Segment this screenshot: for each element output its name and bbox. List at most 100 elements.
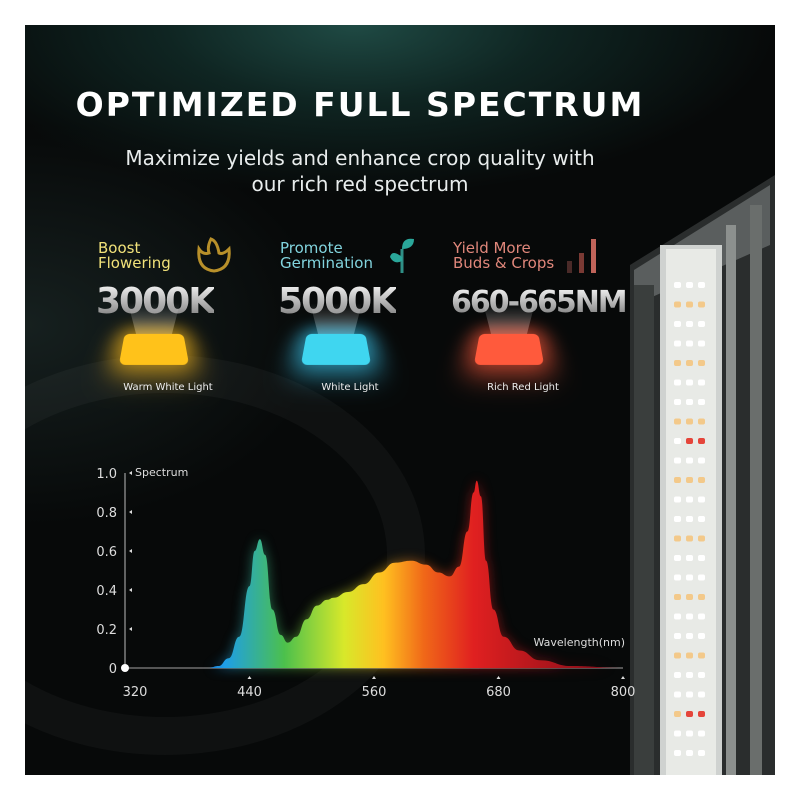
led-dot bbox=[674, 711, 681, 717]
led-dot bbox=[698, 360, 705, 366]
led-dot bbox=[686, 672, 693, 678]
led-dot bbox=[686, 457, 693, 464]
feature-label: Rich Red Light bbox=[487, 382, 559, 393]
y-tick-mark bbox=[129, 627, 132, 631]
led-dot bbox=[674, 399, 681, 405]
spectrum-area bbox=[125, 480, 623, 668]
page-title: OPTIMIZED FULL SPECTRUM bbox=[75, 85, 645, 124]
y-tick-mark bbox=[129, 471, 132, 475]
led-dot bbox=[686, 282, 693, 288]
x-axis-label: Wavelength(nm) bbox=[533, 636, 625, 649]
subtitle-line-1: Maximize yields and enhance crop quality… bbox=[125, 146, 595, 170]
feature-heading: Yield More Buds & Crops bbox=[453, 241, 633, 271]
led-dot bbox=[698, 321, 705, 327]
led-dot bbox=[674, 438, 681, 444]
led-dot bbox=[686, 340, 693, 347]
x-tick-mark bbox=[372, 676, 376, 679]
led-dot bbox=[686, 418, 693, 425]
x-tick-label: 800 bbox=[611, 685, 636, 700]
led-dot bbox=[686, 730, 693, 737]
feature-label: White Light bbox=[321, 382, 379, 393]
led-dot bbox=[686, 652, 693, 659]
led-dot bbox=[686, 301, 693, 308]
feature-heading: Boost Flowering bbox=[98, 241, 278, 271]
led-dot bbox=[698, 379, 705, 386]
led-dot bbox=[698, 438, 705, 444]
x-tick-label: 320 bbox=[123, 685, 148, 700]
led-dot bbox=[674, 633, 681, 639]
led-dot bbox=[674, 340, 681, 347]
led-dot bbox=[674, 652, 681, 659]
led-dot bbox=[674, 750, 681, 756]
led-dot bbox=[698, 477, 705, 483]
led-dot bbox=[686, 711, 693, 717]
feature-heading-line2: Flowering bbox=[98, 254, 171, 272]
infographic: OPTIMIZED FULL SPECTRUM Maximize yields … bbox=[25, 25, 775, 775]
led-dot bbox=[674, 457, 681, 464]
led-dot bbox=[698, 340, 705, 347]
led-dot bbox=[686, 691, 693, 698]
feature-heading-line2: Germination bbox=[280, 254, 373, 272]
y-tick-mark bbox=[129, 588, 132, 592]
led-dot bbox=[686, 555, 693, 561]
led-dot bbox=[698, 730, 705, 737]
y-tick-label: 0.2 bbox=[96, 623, 117, 638]
x-tick-label: 560 bbox=[362, 685, 387, 700]
feature-heading-line1: Promote bbox=[280, 239, 343, 257]
led-dot bbox=[686, 379, 693, 386]
led-dot bbox=[674, 496, 681, 503]
led-dot bbox=[698, 652, 705, 659]
feature-heading-line2: Buds & Crops bbox=[453, 254, 555, 272]
y-tick-label: 0.4 bbox=[96, 584, 117, 599]
y-axis-label: Spectrum bbox=[135, 466, 188, 479]
subtitle-line-2: our rich red spectrum bbox=[251, 172, 469, 196]
led-dot bbox=[686, 438, 693, 444]
led-dot bbox=[674, 535, 681, 542]
led-dot bbox=[698, 750, 705, 756]
feature-rich-red: Yield More Buds & Crops 660-665NM Rich R… bbox=[451, 239, 633, 393]
feature-heading-line1: Boost bbox=[98, 239, 141, 257]
x-tick-mark bbox=[621, 676, 625, 679]
led-dot bbox=[698, 457, 705, 464]
led-dot bbox=[698, 535, 705, 542]
y-tick-label: 0 bbox=[109, 662, 117, 677]
led-dot bbox=[698, 516, 705, 522]
led-dot bbox=[674, 672, 681, 678]
led-dot bbox=[674, 301, 681, 308]
y-tick-label: 0.6 bbox=[96, 545, 117, 560]
feature-heading-line1: Yield More bbox=[453, 239, 531, 257]
y-tick-label: 0.8 bbox=[96, 506, 117, 521]
led-dot bbox=[698, 672, 705, 678]
led-dot bbox=[698, 594, 705, 600]
x-tick-mark bbox=[496, 676, 501, 679]
led-dot bbox=[674, 574, 681, 581]
led-dot bbox=[674, 379, 681, 386]
led-dot bbox=[686, 477, 693, 483]
sprout-icon bbox=[390, 238, 414, 273]
y-tick-label: 1.0 bbox=[96, 467, 117, 482]
led-dot bbox=[698, 399, 705, 405]
bar-growth-icon bbox=[567, 239, 596, 273]
led-dot bbox=[698, 555, 705, 561]
feature-label: Warm White Light bbox=[123, 382, 213, 393]
spectrum-chart: Spectrum Wavelength(nm) 0 0.2 0.4 0.6 0.8 1.0… bbox=[96, 466, 636, 700]
led-dot bbox=[686, 613, 693, 620]
led-dot bbox=[698, 633, 705, 639]
flower-bud-icon bbox=[197, 237, 231, 273]
led-dot bbox=[698, 418, 705, 425]
led-dot bbox=[686, 516, 693, 522]
led-dot bbox=[686, 535, 693, 542]
feature-value: 660-665NM bbox=[451, 285, 628, 320]
feature-warm-white: Boost Flowering 3000K Warm White Light bbox=[96, 237, 278, 393]
led-dot bbox=[674, 418, 681, 425]
led-dot bbox=[698, 711, 705, 717]
led-dot bbox=[686, 360, 693, 366]
led-dot bbox=[686, 496, 693, 503]
y-tick-mark bbox=[129, 510, 132, 514]
led-dot bbox=[686, 574, 693, 581]
led-dot bbox=[674, 555, 681, 561]
led-dot bbox=[698, 691, 705, 698]
led-dot bbox=[686, 399, 693, 405]
led-dot bbox=[686, 594, 693, 600]
led-dot bbox=[698, 282, 705, 288]
